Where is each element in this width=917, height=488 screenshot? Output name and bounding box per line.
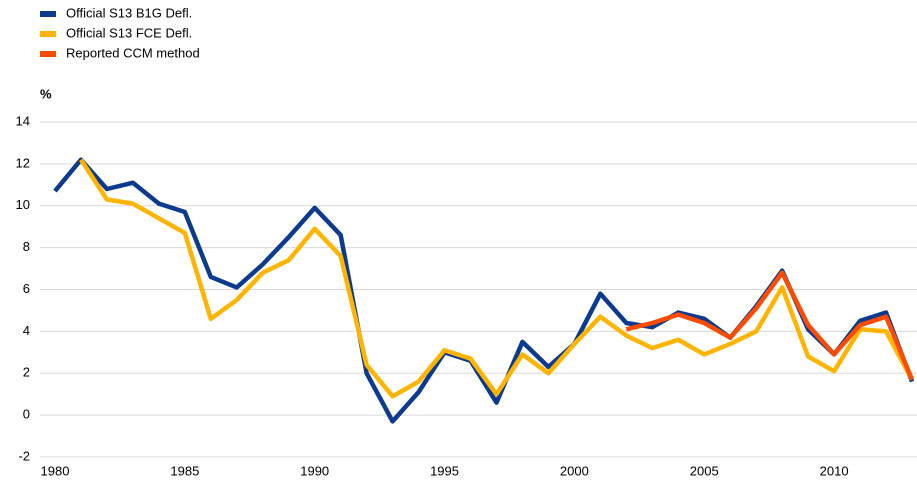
series-line — [79, 158, 914, 399]
x-tick-label: 2000 — [560, 463, 589, 478]
y-tick-label: 6 — [23, 281, 30, 296]
y-tick-label: 2 — [23, 365, 30, 380]
x-tick-label: 1985 — [170, 463, 199, 478]
x-tick-label: 2005 — [690, 463, 719, 478]
y-tick-label: 0 — [23, 407, 30, 422]
y-tick-label: 4 — [23, 323, 30, 338]
x-tick-label: 2010 — [820, 463, 849, 478]
legend-swatch — [40, 11, 56, 17]
y-axis-label: % — [40, 86, 52, 101]
x-tick-label: 1990 — [300, 463, 329, 478]
legend-swatch — [40, 31, 56, 37]
y-tick-label: 14 — [16, 113, 30, 128]
x-tick-label: 1980 — [41, 463, 70, 478]
legend-label: Official S13 FCE Defl. — [66, 25, 192, 40]
x-tick-label: 1995 — [430, 463, 459, 478]
y-tick-label: 8 — [23, 239, 30, 254]
y-tick-label: 12 — [16, 155, 30, 170]
series-line — [625, 270, 915, 381]
legend-label: Official S13 B1G Defl. — [66, 5, 192, 20]
legend-label: Reported CCM method — [66, 45, 200, 60]
legend-swatch — [40, 51, 56, 57]
y-tick-label: -2 — [18, 448, 30, 463]
y-tick-label: 10 — [16, 197, 30, 212]
